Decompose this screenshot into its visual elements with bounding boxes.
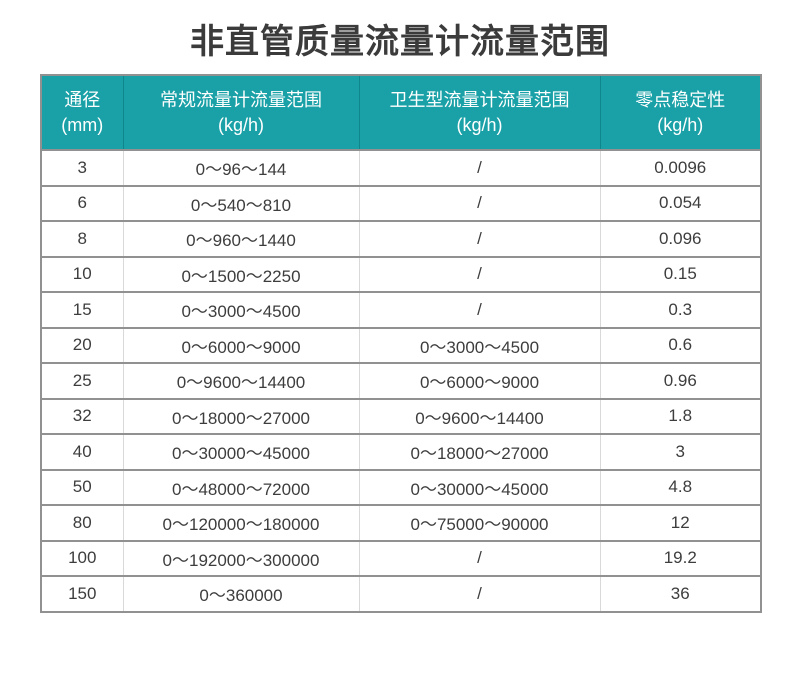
cell-diameter: 50 [41,468,123,505]
table-row: 10 0～1500～2250/0.15 [41,255,761,292]
cell-standard-range: 0～192000～300000 [122,539,359,576]
cell-diameter: 25 [41,362,123,399]
table-row: 50 0～48000～72000 0～30000～45000 4.8 [41,468,761,505]
cell-standard-range: 0～3000～4500 [122,291,359,328]
cell-sanitary-range: / [358,150,600,186]
cell-sanitary-range: 0～9600～14400 [358,397,600,434]
cell-sanitary-range: 0～18000～27000 [358,433,600,470]
cell-standard-range: 0～48000～72000 [122,468,359,505]
cell-standard-range: 0～1500～2250 [122,255,359,292]
col-header-label: 卫生型流量计流量范围 [389,89,570,110]
cell-standard-range: 0～120000～180000 [122,504,359,541]
col-header-label: 零点稳定性 [635,89,726,110]
cell-diameter: 150 [41,575,123,612]
table-row: 32 0～18000～27000 0～9600～14400 1.8 [41,397,761,434]
table-header-row: 通径 (mm) 常规流量计流量范围 (kg/h) 卫生型流量计流量范围 (kg/… [41,75,761,151]
table-body: 3 0～96～144/0.0096 6 0～540～810/0.054 8 0～960～1… [41,150,761,612]
cell-standard-range: 0～540～810 [122,184,359,221]
table-row: 100 0～192000～300000/19.2 [41,539,761,576]
cell-standard-range: 0～360000 [122,575,359,612]
table-row: 25 0～9600～14400 0～6000～9000 0.96 [41,362,761,399]
cell-zero-stability: 12 [599,504,761,541]
cell-zero-stability: 19.2 [599,539,761,576]
col-header-sanitary-range: 卫生型流量计流量范围 (kg/h) [358,75,600,151]
cell-sanitary-range: / [358,575,600,612]
cell-sanitary-range: 0～75000～90000 [358,504,600,541]
col-header-standard-range: 常规流量计流量范围 (kg/h) [122,75,359,151]
table-row: 3 0～96～144/0.0096 [41,150,761,186]
col-header-unit: (mm) [61,114,104,135]
cell-standard-range: 0～960～1440 [122,220,359,257]
col-header-unit: (kg/h) [217,114,264,135]
cell-sanitary-range: / [358,291,600,328]
cell-sanitary-range: / [358,220,600,257]
cell-zero-stability: 0.096 [599,220,761,257]
cell-diameter: 3 [41,150,123,186]
cell-zero-stability: 4.8 [599,468,761,505]
cell-diameter: 6 [41,184,123,221]
cell-diameter: 32 [41,397,123,434]
cell-zero-stability: 0.6 [599,326,761,363]
cell-zero-stability: 36 [599,575,761,612]
cell-standard-range: 0～9600～14400 [122,362,359,399]
cell-diameter: 80 [41,504,123,541]
flow-range-table: 通径 (mm) 常规流量计流量范围 (kg/h) 卫生型流量计流量范围 (kg/… [40,74,762,613]
table-row: 40 0～30000～45000 0～18000～27000 3 [41,433,761,470]
col-header-diameter: 通径 (mm) [41,75,123,151]
cell-standard-range: 0～6000～9000 [122,326,359,363]
cell-diameter: 20 [41,326,123,363]
cell-zero-stability: 0.15 [599,255,761,292]
cell-diameter: 8 [41,220,123,257]
col-header-label: 常规流量计流量范围 [160,89,322,110]
cell-sanitary-range: / [358,539,600,576]
col-header-unit: (kg/h) [456,114,503,135]
col-header-zero-stability: 零点稳定性 (kg/h) [599,75,761,151]
table-row: 80 0～120000～180000 0～75000～90000 12 [41,504,761,541]
page-title: 非直管质量流量计流量范围 [190,23,610,61]
cell-standard-range: 0～30000～45000 [122,433,359,470]
cell-zero-stability: 3 [599,433,761,470]
col-header-unit: (kg/h) [657,114,704,135]
cell-diameter: 100 [41,539,123,576]
table-row: 150 0～360000/36 [41,575,761,612]
cell-sanitary-range: 0～30000～45000 [358,468,600,505]
table-row: 8 0～960～1440/0.096 [41,220,761,257]
cell-standard-range: 0～96～144 [122,150,359,186]
col-header-label: 通径 [64,89,101,110]
table-row: 6 0～540～810/0.054 [41,184,761,221]
cell-diameter: 10 [41,255,123,292]
cell-zero-stability: 0.054 [599,184,761,221]
cell-zero-stability: 0.3 [599,291,761,328]
cell-sanitary-range: / [358,184,600,221]
cell-zero-stability: 0.96 [599,362,761,399]
cell-sanitary-range: 0～3000～4500 [358,326,600,363]
cell-standard-range: 0～18000～27000 [122,397,359,434]
table-row: 15 0～3000～4500/0.3 [41,291,761,328]
cell-sanitary-range: 0～6000～9000 [358,362,600,399]
cell-sanitary-range: / [358,255,600,292]
cell-zero-stability: 0.0096 [599,150,761,186]
cell-diameter: 40 [41,433,123,470]
table-row: 20 0～6000～9000 0～3000～4500 0.6 [41,326,761,363]
cell-zero-stability: 1.8 [599,397,761,434]
cell-diameter: 15 [41,291,123,328]
flow-range-table-wrap: 通径 (mm) 常规流量计流量范围 (kg/h) 卫生型流量计流量范围 (kg/… [40,74,762,613]
